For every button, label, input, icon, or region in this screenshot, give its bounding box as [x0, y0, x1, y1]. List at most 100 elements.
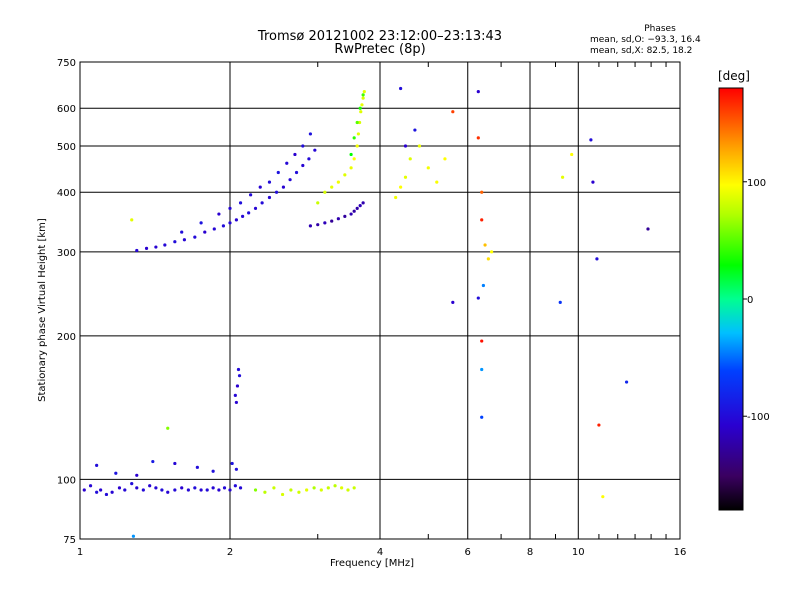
data-point: [394, 195, 398, 200]
data-point: [352, 209, 356, 213]
data-point: [595, 257, 599, 261]
data-point: [349, 152, 353, 157]
data-point: [624, 380, 629, 384]
data-point: [480, 367, 484, 372]
data-point: [476, 136, 480, 140]
phase-stats-header: Phases: [644, 24, 676, 34]
data-point: [173, 461, 177, 466]
data-point: [281, 185, 286, 189]
data-point: [234, 218, 238, 222]
x-axis-label: Frequency [MHz]: [330, 558, 415, 569]
data-point: [234, 400, 238, 405]
data-point: [558, 300, 562, 305]
data-point: [358, 106, 362, 110]
data-point: [352, 486, 356, 490]
data-point: [173, 240, 177, 244]
data-point: [233, 393, 237, 398]
data-point: [355, 206, 359, 210]
data-point: [186, 488, 190, 492]
data-point: [356, 132, 360, 136]
plot-frame: [79, 61, 681, 540]
data-point: [141, 488, 145, 492]
data-point: [217, 212, 221, 216]
colorbar-tick-label: 0: [747, 295, 753, 306]
data-point: [597, 423, 601, 427]
data-point: [288, 178, 292, 182]
data-point: [357, 120, 362, 125]
data-point: [241, 214, 245, 218]
data-point: [570, 152, 574, 157]
data-point: [362, 90, 366, 94]
data-point: [217, 488, 221, 492]
data-point: [205, 488, 209, 492]
y-tick-label: 400: [57, 188, 76, 199]
data-point: [435, 180, 439, 184]
data-point: [308, 224, 313, 228]
data-point: [180, 486, 184, 490]
data-point: [483, 243, 487, 247]
data-point: [346, 488, 350, 492]
data-point: [130, 218, 134, 222]
y-tick-label: 200: [57, 332, 76, 343]
data-point: [417, 144, 422, 148]
data-point: [336, 217, 340, 221]
data-point: [263, 490, 267, 494]
data-point: [117, 486, 122, 490]
chart-title: Tromsø 20121002 23:12:00–23:13:43: [257, 29, 503, 44]
data-point: [211, 486, 215, 490]
data-point: [399, 86, 403, 91]
data-point: [480, 415, 484, 419]
data-point: [148, 484, 152, 488]
y-tick-label: 100: [57, 475, 76, 486]
data-point: [212, 227, 216, 231]
data-point: [228, 488, 232, 492]
data-point: [195, 465, 199, 469]
x-tick-label: 8: [527, 547, 533, 558]
data-point: [297, 490, 301, 494]
data-point: [336, 180, 340, 184]
data-point: [135, 248, 139, 253]
data-point: [352, 136, 356, 140]
data-point: [258, 185, 262, 189]
data-point: [601, 495, 605, 499]
data-point: [476, 90, 480, 94]
data-point: [228, 206, 232, 210]
data-point: [352, 157, 356, 161]
data-point: [355, 144, 359, 148]
y-tick-label: 600: [57, 104, 76, 115]
data-point: [230, 461, 234, 466]
data-point: [294, 170, 299, 175]
x-tick-label: 4: [377, 547, 383, 558]
data-point: [358, 203, 362, 208]
data-point: [160, 488, 164, 492]
data-point: [234, 467, 238, 471]
chart-subtitle: RwPretec (8p): [334, 42, 426, 57]
data-point: [330, 219, 334, 223]
grid-layer: [80, 62, 680, 539]
data-point: [399, 185, 403, 189]
data-point: [646, 227, 650, 231]
data-point: [253, 206, 258, 210]
data-point: [326, 486, 330, 490]
data-point: [114, 471, 118, 475]
data-point: [238, 201, 243, 205]
data-point: [355, 120, 359, 125]
data-point: [589, 138, 593, 142]
data-point: [343, 173, 347, 177]
data-point: [349, 212, 353, 216]
data-point: [236, 367, 241, 372]
data-point: [316, 201, 320, 205]
tick-layer: 1 2 4 6 8 10 16 75 100 200 300 400 500 600 750: [57, 58, 686, 558]
data-point: [154, 486, 158, 490]
y-tick-label: 75: [63, 535, 76, 546]
data-point: [305, 488, 309, 492]
data-point: [301, 163, 305, 168]
colorbar-unit-label: [deg]: [718, 69, 750, 83]
data-point: [408, 157, 412, 161]
data-point: [480, 339, 484, 343]
data-point: [88, 484, 93, 488]
y-axis-label: Stationary phase Virtual Height [km]: [37, 218, 48, 402]
data-point: [361, 93, 365, 97]
data-point: [267, 180, 272, 184]
data-point: [260, 201, 264, 205]
